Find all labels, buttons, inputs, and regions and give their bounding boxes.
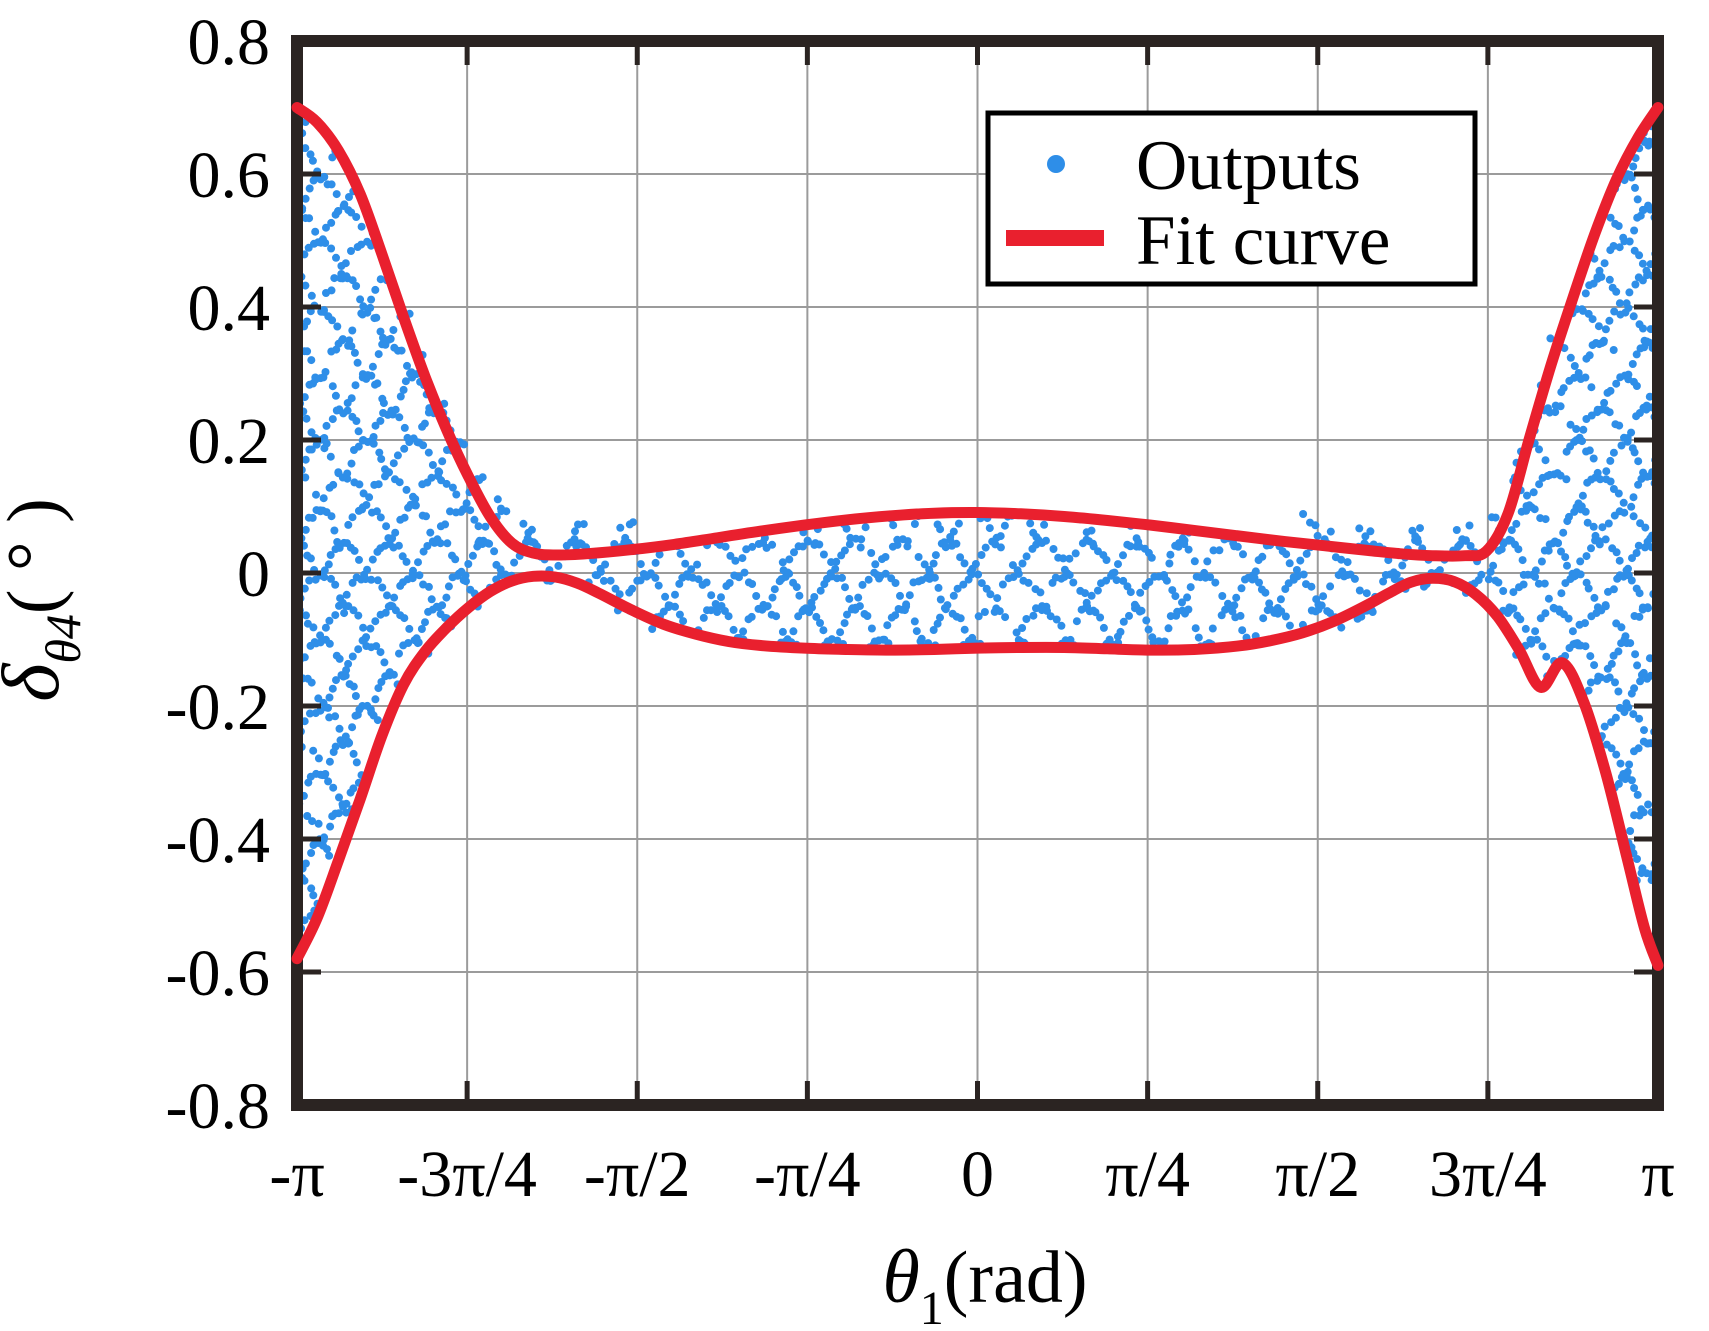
scatter-outputs <box>293 114 1662 953</box>
y-tick-label: 0 <box>237 538 270 611</box>
x-tick-label: 0 <box>961 1138 994 1211</box>
fit-curve-lower <box>291 570 1664 971</box>
y-tick-label: -0.6 <box>166 937 270 1010</box>
x-tick-label: -π <box>269 1138 324 1211</box>
y-axis-label-unit: ( ° ) <box>0 498 75 614</box>
legend: Outputs Fit curve <box>985 110 1478 287</box>
fit-curve-upper <box>291 102 1664 562</box>
plot-border <box>291 35 1664 1111</box>
legend-marker-outputs-dot <box>1047 155 1065 173</box>
x-tick-label: -3π/4 <box>397 1138 537 1211</box>
y-tick-label: -0.4 <box>166 804 270 877</box>
axes-box <box>291 35 1664 1111</box>
y-axis-label: δθ4( ° ) <box>0 498 91 702</box>
x-tick-label: -π/4 <box>754 1138 861 1211</box>
y-axis-label-symbol: δ <box>0 662 76 702</box>
y-tick-label: -0.2 <box>166 671 270 744</box>
legend-label-outputs: Outputs <box>1136 127 1361 205</box>
y-tick-label: 0.4 <box>188 272 271 345</box>
x-axis-label: θ1(rad) <box>882 1235 1087 1331</box>
tick-marks <box>294 38 1661 1108</box>
y-tick-label: 0.6 <box>188 139 271 212</box>
x-axis-label-unit: (rad) <box>944 1237 1088 1319</box>
y-tick-label: -0.8 <box>166 1070 270 1143</box>
y-tick-label: 0.8 <box>188 6 271 79</box>
legend-box <box>985 110 1478 287</box>
y-axis-label-subscript: θ4 <box>35 614 91 664</box>
x-axis-label-symbol: θ <box>882 1235 919 1319</box>
x-tick-labels: -π -3π/4 -π/2 -π/4 0 π/4 π/2 3π/4 π <box>269 1138 1674 1211</box>
x-axis-label-subscript: 1 <box>920 1282 944 1331</box>
x-tick-label: -π/2 <box>584 1138 691 1211</box>
y-tick-label: 0.2 <box>188 405 271 478</box>
x-tick-label: π/2 <box>1275 1138 1360 1211</box>
x-tick-label: π/4 <box>1105 1138 1190 1211</box>
legend-marker-fitcurve-line <box>1006 230 1104 246</box>
y-tick-labels: -0.8 -0.6 -0.4 -0.2 0 0.2 0.4 0.6 0.8 <box>166 6 270 1143</box>
legend-label-fitcurve: Fit curve <box>1136 202 1390 280</box>
fit-curves <box>291 102 1664 971</box>
x-tick-label: π <box>1641 1138 1674 1211</box>
x-tick-label: 3π/4 <box>1429 1138 1547 1211</box>
